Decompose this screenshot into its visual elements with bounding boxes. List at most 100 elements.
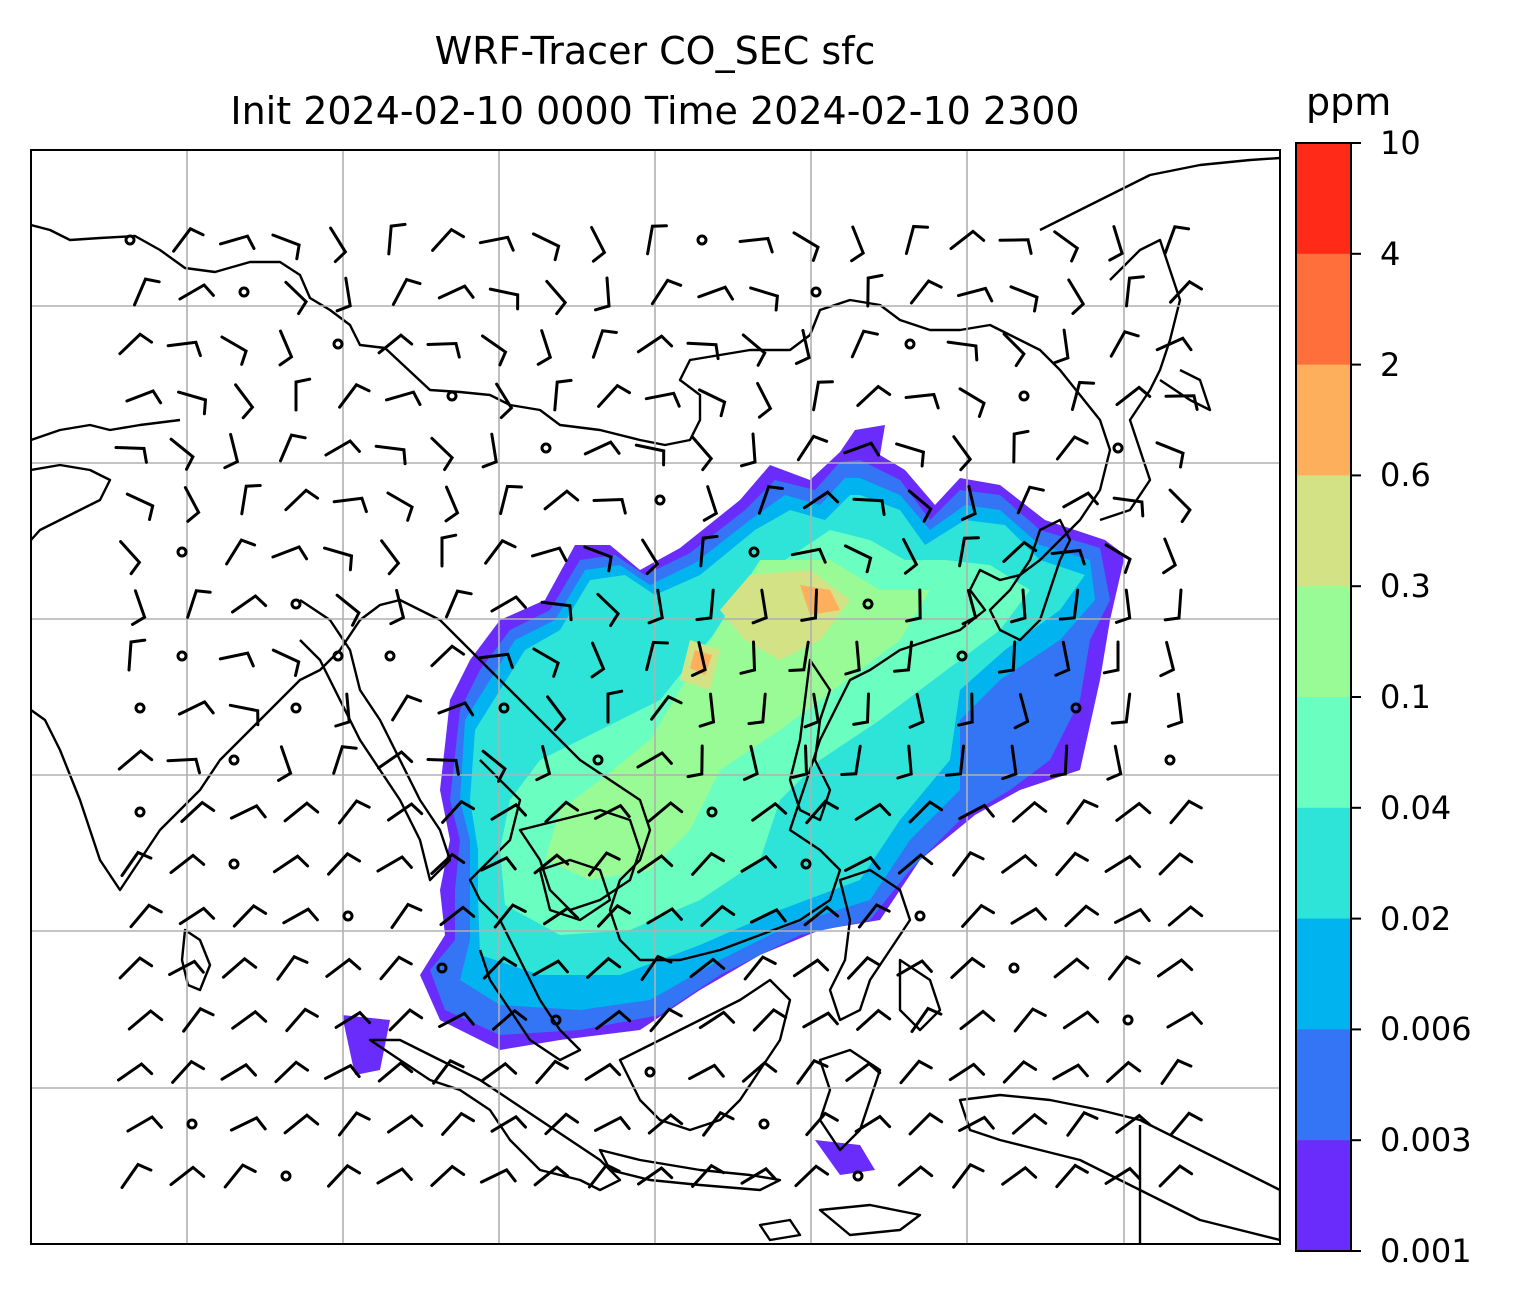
wind-barb (998, 238, 1033, 255)
wind-barb (1013, 1007, 1047, 1033)
wind-barb (690, 640, 707, 677)
plume-level-0.001-small (342, 1015, 390, 1075)
wind-barb (1016, 485, 1045, 515)
wind-barb (1110, 692, 1132, 725)
calm-wind-marker (904, 338, 916, 350)
wind-barb (277, 745, 293, 782)
colorbar-tick-label: 10 (1380, 124, 1421, 162)
wind-barb (488, 287, 520, 311)
wind-barb (1155, 336, 1193, 352)
wind-barb (117, 1062, 154, 1082)
calm-wind-marker (644, 1066, 656, 1078)
colorbar-segment (1296, 475, 1351, 587)
wind-barb (741, 1060, 778, 1083)
calm-wind-marker (228, 754, 240, 766)
wind-barb (186, 589, 212, 619)
colorbar-tick-label: 2 (1380, 345, 1401, 384)
wind-barb (126, 1115, 163, 1133)
wind-barb (1010, 588, 1027, 624)
wind-barb (119, 540, 142, 576)
wind-barb (594, 803, 631, 820)
wind-barb (426, 341, 461, 359)
wind-barb (491, 1008, 528, 1031)
wind-barb (698, 1010, 736, 1030)
wind-barb (377, 333, 414, 355)
wind-barb (484, 538, 517, 565)
wind-barb (387, 802, 424, 822)
wind-barb (385, 390, 422, 406)
wind-barb (1115, 801, 1152, 822)
wind-barb (490, 595, 527, 613)
wind-barb (590, 641, 606, 679)
wind-barb (379, 955, 413, 981)
calm-wind-marker (956, 650, 968, 662)
wind-barb (1164, 394, 1199, 411)
wind-barb (958, 803, 995, 821)
wind-barb (334, 692, 351, 728)
wind-barbs (114, 222, 1204, 1189)
wind-barb (1115, 1113, 1152, 1134)
wind-barb (641, 538, 660, 576)
wind-barb (800, 588, 818, 622)
calm-wind-marker (134, 702, 146, 714)
wind-barb (695, 588, 715, 622)
wind-barb (590, 226, 607, 263)
wind-barb (743, 955, 777, 981)
wind-barb (1055, 435, 1089, 461)
wind-barb (640, 954, 673, 981)
wind-barb (118, 332, 154, 356)
calm-wind-marker (498, 702, 510, 714)
wind-barb (587, 851, 621, 877)
calm-wind-marker (592, 754, 604, 766)
wind-barb (391, 277, 422, 306)
wind-barb (794, 328, 811, 365)
wind-barb (594, 1115, 631, 1132)
wind-barb (166, 340, 202, 358)
wind-barb (805, 799, 839, 825)
wind-barb (294, 377, 312, 412)
wind-barb (117, 749, 154, 771)
calm-wind-marker (1070, 702, 1082, 714)
wind-barb (896, 744, 913, 780)
wind-barb (856, 1008, 892, 1031)
calm-wind-marker (852, 1170, 864, 1182)
wind-barb (127, 1009, 164, 1031)
wind-barb (439, 905, 476, 927)
wind-barb (606, 689, 624, 724)
wind-barb (540, 600, 573, 622)
wind-barb (1166, 1011, 1203, 1029)
wind-barb (796, 1058, 829, 1085)
calm-wind-marker (176, 650, 188, 662)
wind-barb (169, 853, 206, 875)
wind-barb (234, 383, 255, 420)
wind-barb (118, 956, 154, 980)
plume-level-0.6-b (690, 650, 712, 675)
calm-wind-marker (1008, 962, 1020, 974)
wind-barb (686, 341, 720, 361)
wind-barb (478, 235, 515, 252)
wind-barb (697, 388, 727, 418)
wind-barb (531, 546, 568, 562)
coastlines (31, 156, 1280, 1244)
wind-barb (1158, 852, 1194, 876)
wind-barb (532, 959, 569, 977)
wind-barb (437, 284, 475, 300)
wind-barb (1001, 744, 1018, 781)
wind-barb (1163, 225, 1191, 255)
wind-barb (1064, 904, 1100, 928)
wind-barb (221, 956, 258, 979)
wind-barb (583, 545, 613, 573)
wind-barb (1115, 385, 1152, 407)
wind-barb (1012, 429, 1030, 464)
colorbar-segment (1296, 253, 1351, 366)
wind-barb (950, 956, 986, 979)
wind-barb (591, 329, 618, 359)
wind-barb (231, 1009, 268, 1030)
colorbar-tick-label: 0.04 (1380, 788, 1452, 827)
wind-barb (1104, 854, 1142, 873)
wind-barb (948, 1062, 986, 1082)
wind-barb (229, 1116, 267, 1132)
wind-barb (905, 588, 922, 623)
wind-barb (689, 957, 726, 979)
wind-barb (120, 850, 153, 877)
